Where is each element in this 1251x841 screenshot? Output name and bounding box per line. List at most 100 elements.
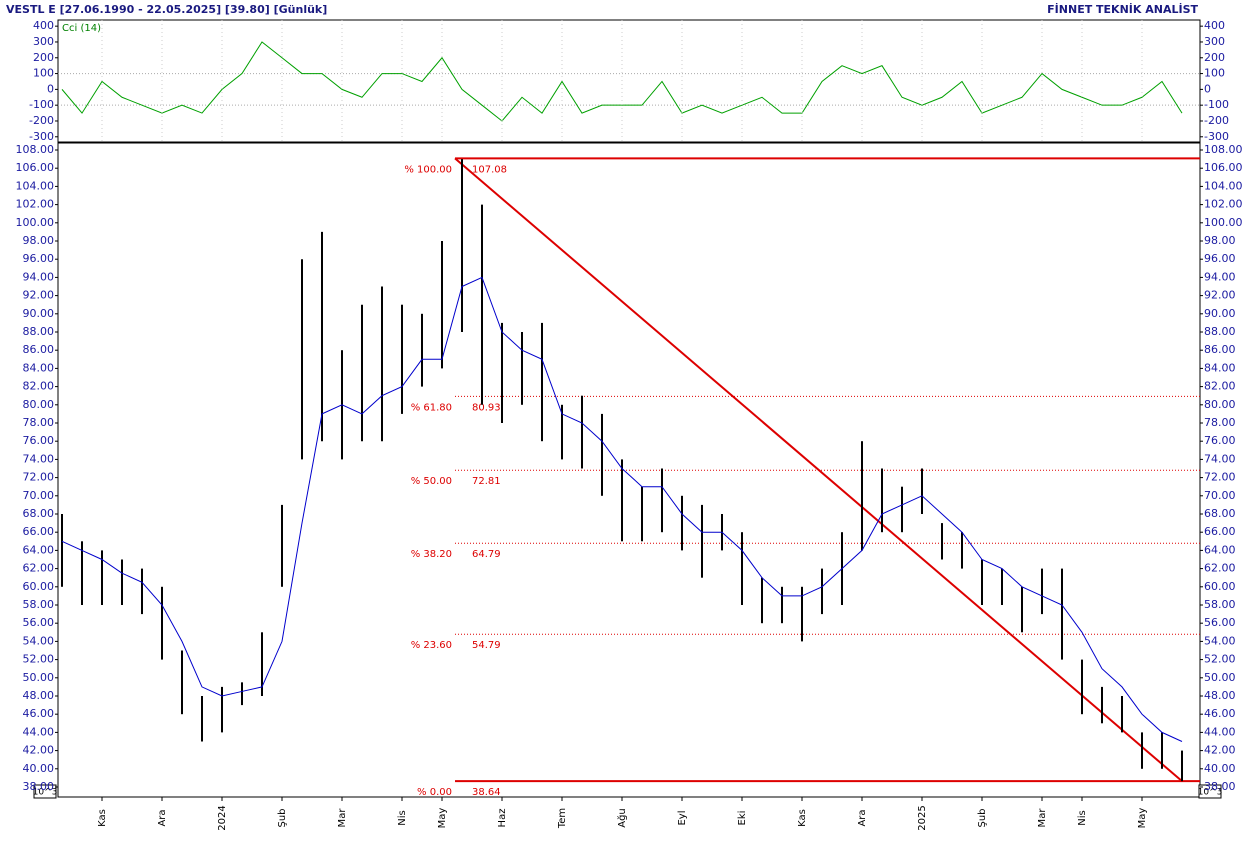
y-tick-label: 52.00 (1204, 653, 1236, 666)
brand: FİNNET TEKNİK ANALİST (1047, 2, 1198, 16)
y-tick-label: 76.00 (1204, 434, 1236, 447)
y-tick-label: 400 (33, 19, 54, 32)
y-tick-label: 60.00 (1204, 580, 1236, 593)
y-tick-label: 42.00 (1204, 744, 1236, 757)
y-tick-label: 50.00 (1204, 671, 1236, 684)
y-tick-label: 82.00 (23, 380, 55, 393)
y-tick-label: 44.00 (1204, 725, 1236, 738)
trend-line (454, 157, 1183, 782)
y-tick-label: 94.00 (1204, 270, 1236, 283)
fib-label: % 23.60 (411, 640, 452, 651)
scale-note: 10^3 (1198, 788, 1223, 798)
y-tick-label: 74.00 (23, 452, 55, 465)
x-tick-label: Ara (857, 809, 868, 826)
y-tick-label: 54.00 (23, 634, 55, 647)
y-tick-label: 100.00 (16, 216, 55, 229)
x-tick-label: May (1137, 808, 1148, 829)
y-tick-label: 96.00 (1204, 252, 1236, 265)
y-tick-label: 108.00 (1204, 143, 1243, 156)
y-tick-label: 64.00 (1204, 543, 1236, 556)
y-tick-label: 38.00 (23, 780, 55, 793)
y-tick-label: 74.00 (1204, 452, 1236, 465)
fib-label: % 50.00 (411, 476, 452, 487)
y-tick-label: 64.00 (23, 543, 55, 556)
y-tick-label: 92.00 (23, 289, 55, 302)
y-tick-label: 44.00 (23, 725, 55, 738)
y-tick-label: 62.00 (23, 562, 55, 575)
y-tick-label: 46.00 (1204, 707, 1236, 720)
x-tick-label: Kas (797, 809, 808, 827)
y-tick-label: -100 (1204, 98, 1229, 111)
x-tick-label: Kas (97, 809, 108, 827)
scale-note: 10^3 (33, 788, 58, 798)
y-tick-label: 80.00 (23, 398, 55, 411)
x-tick-label: Mar (337, 808, 348, 828)
y-tick-label: 86.00 (1204, 343, 1236, 356)
x-tick-label: Şub (277, 808, 288, 827)
y-tick-label: 82.00 (1204, 380, 1236, 393)
y-tick-label: 68.00 (1204, 507, 1236, 520)
y-tick-label: 70.00 (23, 489, 55, 502)
y-tick-label: 56.00 (1204, 616, 1236, 629)
y-tick-label: 100 (33, 67, 54, 80)
fib-value: 54.79 (472, 640, 501, 651)
fib-label: % 61.80 (411, 402, 452, 413)
x-tick-label: Ağu (616, 808, 628, 828)
y-tick-label: -300 (1204, 130, 1229, 143)
fib-value: 80.93 (472, 402, 501, 413)
x-tick-label: Ara (157, 809, 168, 826)
y-tick-label: 68.00 (23, 507, 55, 520)
y-tick-label: 92.00 (1204, 289, 1236, 302)
fib-label: % 0.00 (417, 787, 452, 798)
y-tick-label: 40.00 (23, 762, 55, 775)
y-tick-label: 38.00 (1204, 780, 1236, 793)
x-tick-label: Nis (397, 810, 408, 825)
y-tick-label: 72.00 (23, 471, 55, 484)
y-tick-label: 54.00 (1204, 634, 1236, 647)
y-tick-label: 100 (1204, 67, 1225, 80)
y-tick-label: 200 (33, 51, 54, 64)
fib-label: % 38.20 (411, 549, 452, 560)
y-tick-label: 56.00 (23, 616, 55, 629)
y-tick-label: -100 (29, 98, 54, 111)
x-tick-label: Eyl (677, 810, 688, 825)
x-tick-label: Tem (557, 808, 568, 829)
y-tick-label: 66.00 (1204, 525, 1236, 538)
x-tick-label: Nis (1077, 810, 1088, 825)
fib-label: % 100.00 (404, 164, 452, 175)
y-tick-label: 48.00 (23, 689, 55, 702)
y-tick-label: 78.00 (1204, 416, 1236, 429)
y-tick-label: 0 (47, 82, 54, 95)
y-tick-label: 70.00 (1204, 489, 1236, 502)
y-tick-label: 102.00 (16, 198, 55, 211)
y-tick-label: 90.00 (23, 307, 55, 320)
x-tick-label: Mar (1037, 808, 1048, 828)
y-tick-label: 66.00 (23, 525, 55, 538)
y-tick-label: 80.00 (1204, 398, 1236, 411)
y-tick-label: 48.00 (1204, 689, 1236, 702)
header-title: VESTL E [27.06.1990 - 22.05.2025] [39.80… (6, 3, 327, 16)
fib-value: 72.81 (472, 476, 501, 487)
x-tick-label: Şub (977, 808, 988, 827)
y-tick-label: 300 (33, 35, 54, 48)
x-tick-label: May (437, 808, 448, 829)
cci-frame (57, 19, 1201, 143)
y-tick-label: -200 (1204, 114, 1229, 127)
x-tick-label: Haz (497, 809, 508, 828)
scale-box (1198, 784, 1222, 799)
y-tick-label: 108.00 (16, 143, 55, 156)
y-tick-label: 400 (1204, 19, 1225, 32)
y-tick-label: 88.00 (23, 325, 55, 338)
x-tick-label: 2025 (917, 805, 928, 830)
y-tick-label: 106.00 (16, 161, 55, 174)
y-tick-label: 102.00 (1204, 198, 1243, 211)
y-tick-label: 60.00 (23, 580, 55, 593)
y-tick-label: 98.00 (1204, 234, 1236, 247)
y-tick-label: 300 (1204, 35, 1225, 48)
y-tick-label: 100.00 (1204, 216, 1243, 229)
y-tick-label: 72.00 (1204, 471, 1236, 484)
fib-value: 38.64 (472, 787, 501, 798)
y-tick-label: 104.00 (1204, 179, 1243, 192)
y-tick-label: 86.00 (23, 343, 55, 356)
y-tick-label: 90.00 (1204, 307, 1236, 320)
